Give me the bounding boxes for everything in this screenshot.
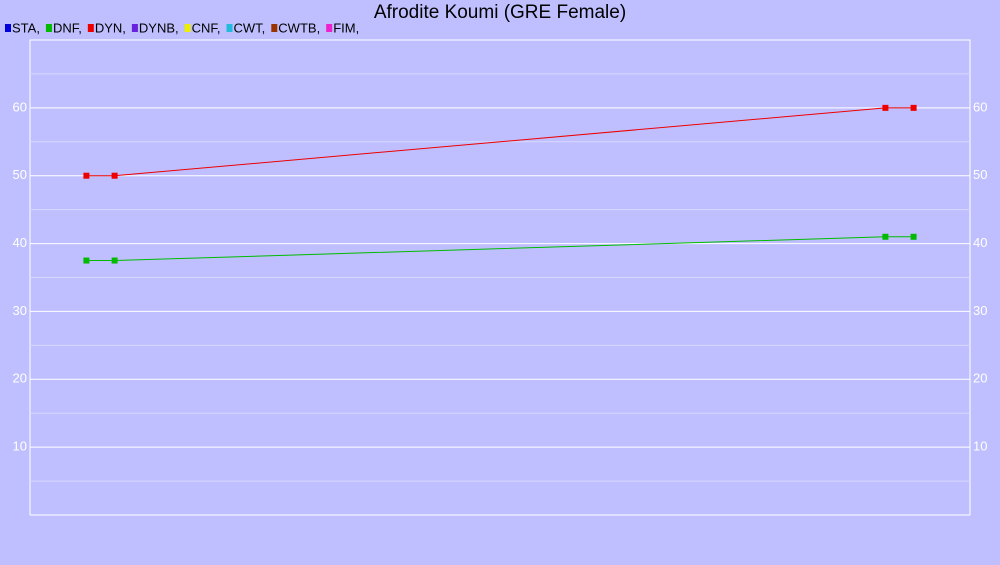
data-point (882, 104, 889, 111)
legend-label: DNF, (53, 20, 82, 35)
legend-swatch (87, 24, 94, 32)
y2-tick-label: 30 (973, 303, 987, 318)
y-tick-label: 40 (13, 235, 27, 250)
legend-swatch (326, 24, 333, 32)
data-point (910, 104, 917, 111)
y-tick-label: 60 (13, 99, 27, 114)
y2-tick-label: 40 (973, 235, 987, 250)
legend-swatch (184, 24, 191, 32)
y2-tick-label: 10 (973, 439, 987, 454)
legend-swatch (131, 24, 138, 32)
legend-label: DYN, (95, 20, 126, 35)
data-point (882, 233, 889, 240)
legend-label: FIM, (333, 20, 359, 35)
data-point (83, 257, 90, 264)
y-tick-label: 20 (13, 371, 27, 386)
y-tick-label: 10 (13, 439, 27, 454)
y2-tick-label: 60 (973, 99, 987, 114)
legend-label: STA, (12, 20, 40, 35)
legend-label: DYNB, (139, 20, 179, 35)
y-tick-label: 30 (13, 303, 27, 318)
legend-swatch (45, 24, 52, 32)
legend-swatch (226, 24, 233, 32)
data-point (111, 172, 118, 179)
series-line (86, 236, 914, 262)
legend-swatch (5, 24, 11, 32)
legend-label: CWTB, (278, 20, 320, 35)
series-line (86, 107, 914, 177)
data-point (910, 233, 917, 240)
y2-tick-label: 20 (973, 371, 987, 386)
legend-label: CNF, (192, 20, 221, 35)
legend-swatch (271, 24, 278, 32)
legend-label: CWT, (234, 20, 266, 35)
y2-tick-label: 50 (973, 167, 987, 182)
data-point (83, 172, 90, 179)
y-tick-label: 50 (13, 167, 27, 182)
data-point (111, 257, 118, 264)
chart-title: Afrodite Koumi (GRE Female) (374, 2, 626, 23)
